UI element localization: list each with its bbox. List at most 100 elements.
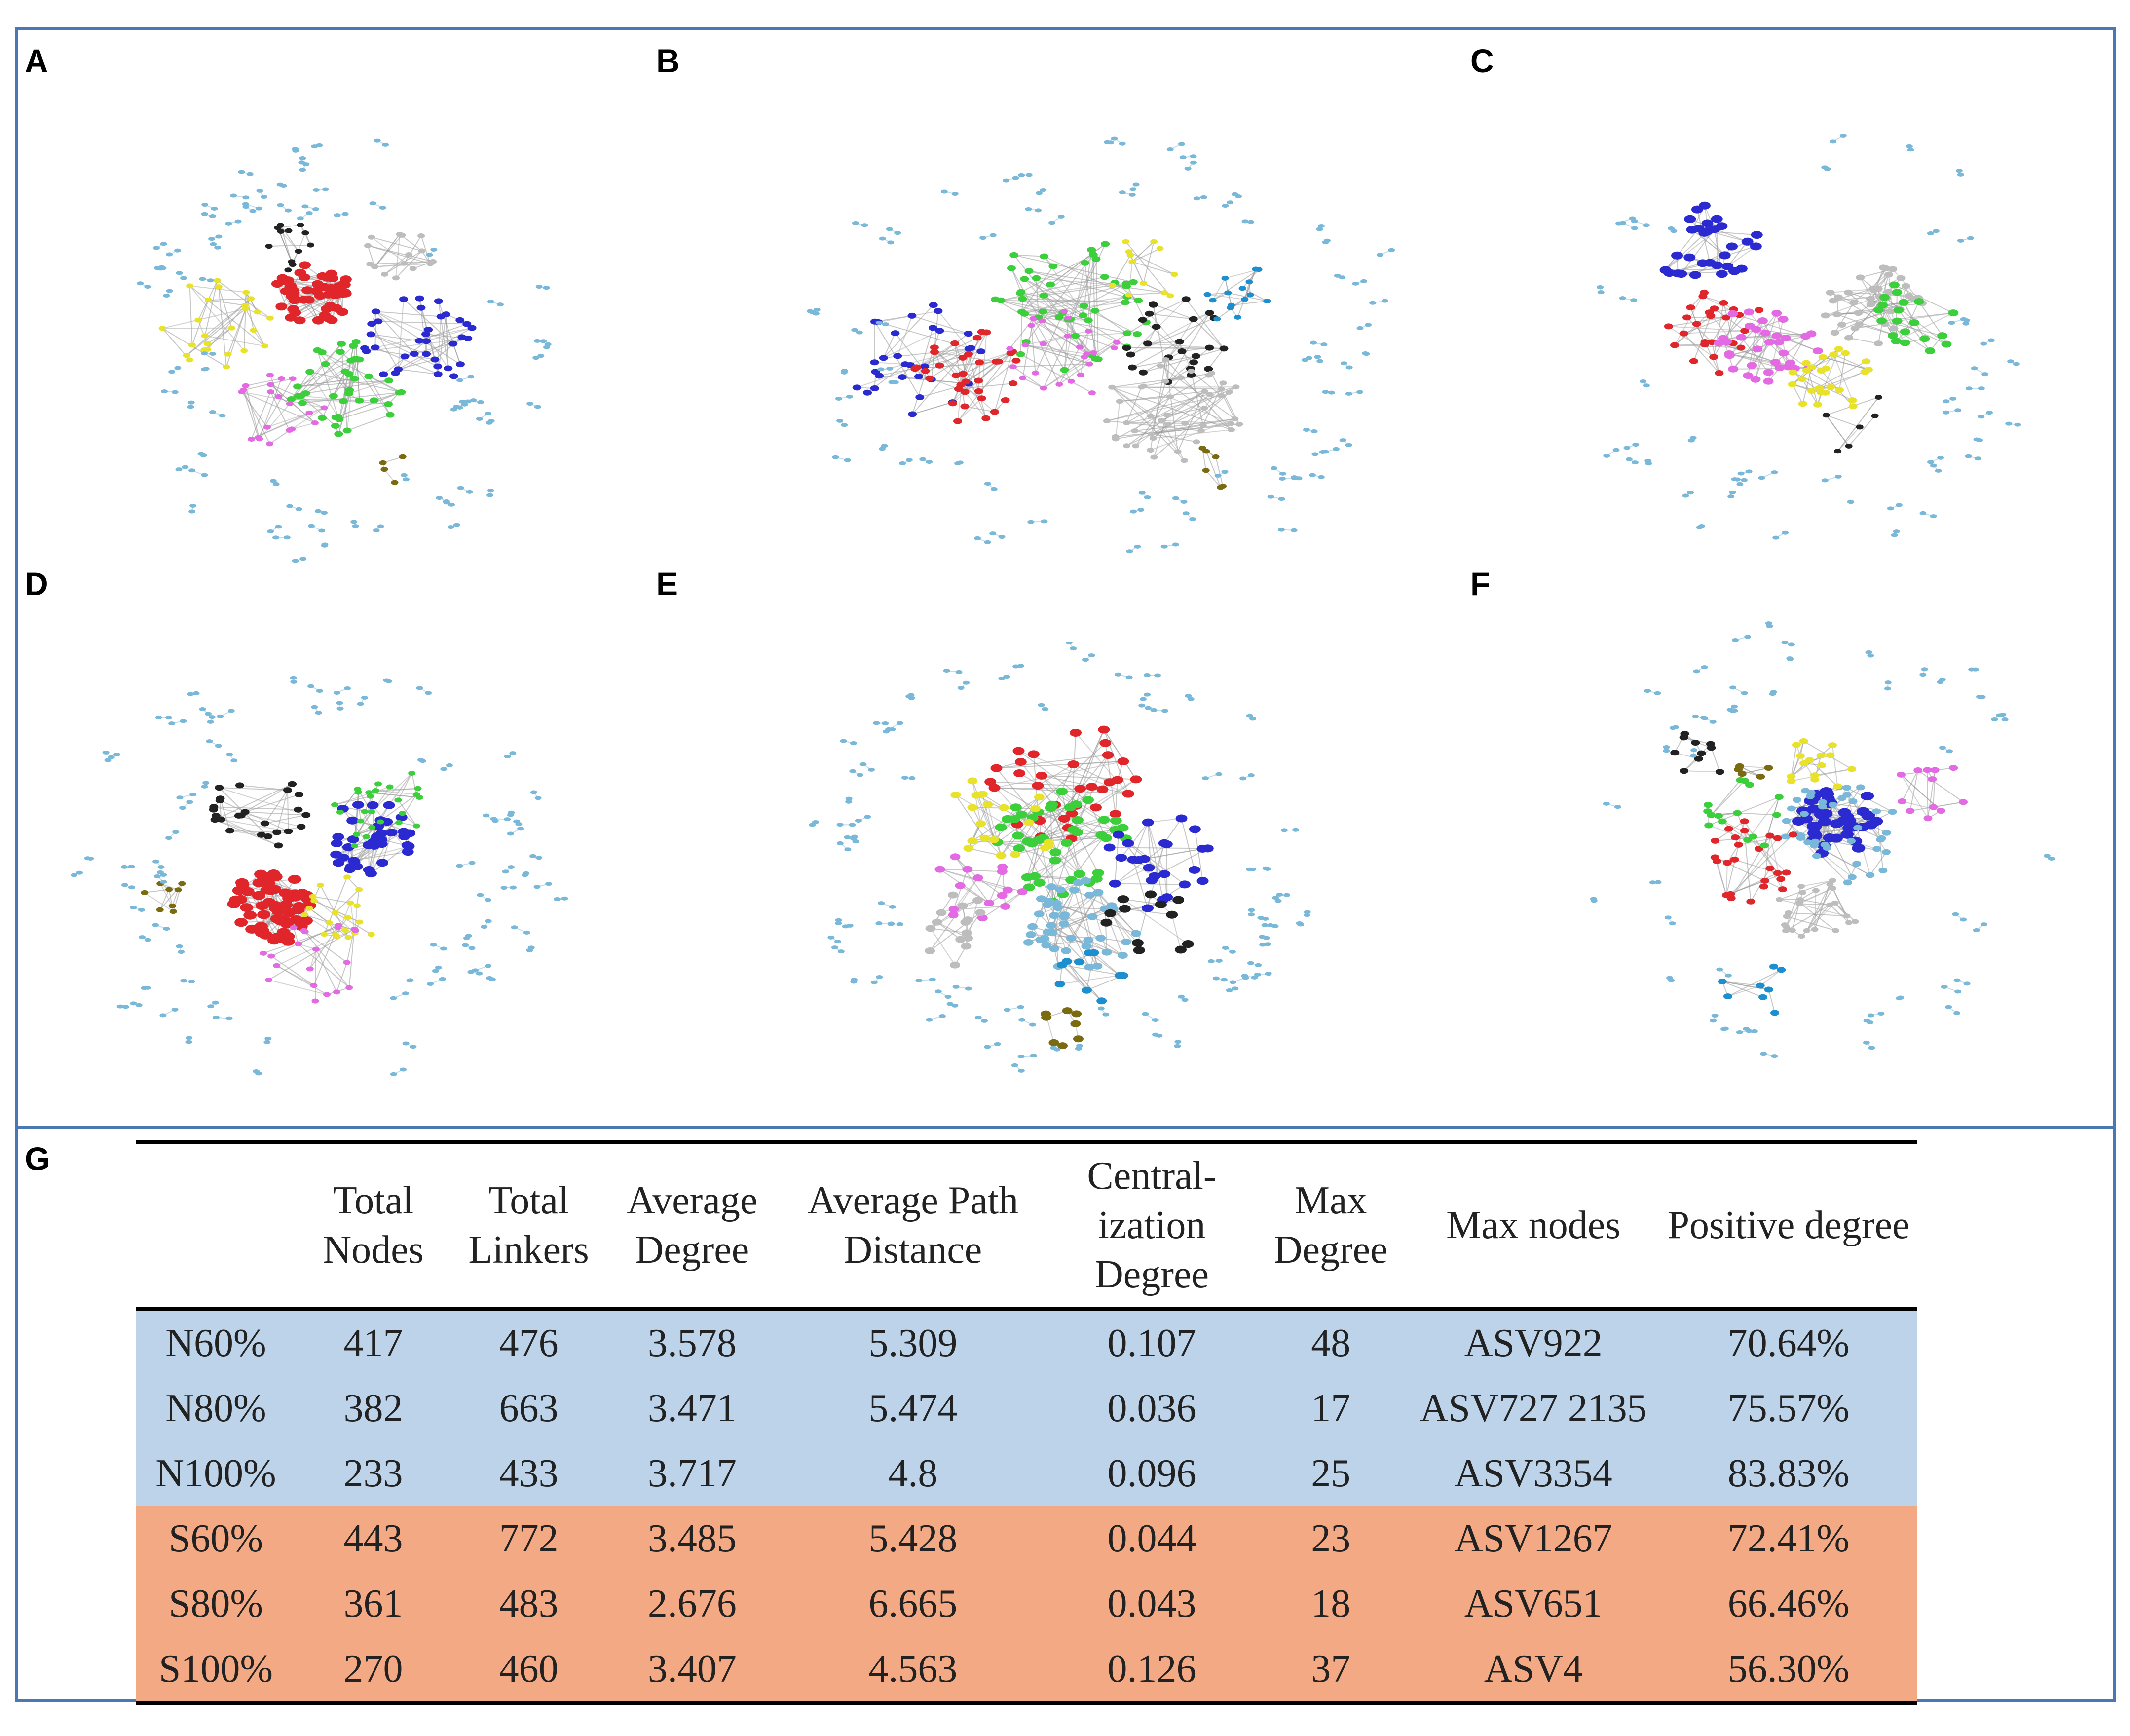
- network-node: [1760, 1052, 1767, 1056]
- network-edge: [1711, 748, 1720, 772]
- network-node: [449, 373, 458, 379]
- network-node: [1070, 728, 1082, 737]
- network-node: [1322, 450, 1329, 454]
- network-node: [1073, 870, 1085, 878]
- network-edge: [1814, 884, 1831, 930]
- network-edge: [936, 921, 969, 939]
- network-node: [1229, 980, 1236, 984]
- network-node: [1084, 963, 1095, 971]
- figure-frame: [15, 27, 2116, 1702]
- network-node: [311, 420, 319, 425]
- table-header: Max nodes: [1446, 1204, 1621, 1247]
- network-node: [1965, 454, 1972, 458]
- network-graph-f: [1590, 621, 2055, 1058]
- network-edge: [883, 333, 896, 358]
- network-node: [1117, 952, 1128, 959]
- network-node: [1144, 692, 1151, 697]
- network-node: [1945, 1005, 1952, 1009]
- network-node: [155, 715, 162, 719]
- network-edge: [1121, 857, 1155, 877]
- network-node: [1172, 896, 1185, 904]
- network-node: [1865, 650, 1872, 654]
- network-node: [1959, 799, 1968, 805]
- network-node: [356, 919, 364, 925]
- network-node: [263, 424, 271, 430]
- network-edge: [1061, 791, 1105, 821]
- network-edge: [981, 332, 987, 399]
- network-edge: [964, 391, 987, 419]
- network-node: [383, 801, 395, 809]
- network-node: [1027, 323, 1035, 328]
- network-edge: [1747, 796, 1780, 840]
- network-edge: [1692, 229, 1725, 256]
- network-node: [1045, 804, 1057, 812]
- network-node: [846, 923, 854, 928]
- network-node: [1752, 345, 1763, 353]
- network-node: [1707, 812, 1716, 818]
- network-node: [252, 878, 266, 888]
- network-node: [1771, 1054, 1778, 1058]
- network-node: [921, 368, 930, 374]
- network-node: [1232, 986, 1239, 991]
- network-node: [1939, 678, 1946, 682]
- network-node: [1132, 443, 1140, 449]
- network-node: [1147, 414, 1155, 419]
- network-node: [1098, 816, 1110, 824]
- network-node: [1113, 340, 1121, 345]
- table-cell: 0.096: [1107, 1451, 1196, 1495]
- network-edge: [1153, 304, 1157, 327]
- network-edge: [1732, 313, 1806, 337]
- network-node: [984, 482, 991, 486]
- network-node: [1056, 788, 1068, 796]
- network-node: [418, 248, 426, 254]
- network-node: [365, 869, 377, 878]
- network-node: [1188, 866, 1200, 874]
- network-node: [185, 1040, 192, 1044]
- network-node: [444, 365, 453, 372]
- network-node: [1736, 482, 1744, 486]
- network-node: [951, 1003, 959, 1008]
- network-edge: [197, 320, 208, 344]
- network-node: [1263, 936, 1270, 940]
- network-node: [1073, 1035, 1084, 1043]
- network-node: [1140, 383, 1148, 389]
- network-edge: [953, 877, 978, 910]
- network-node: [1764, 986, 1773, 993]
- network-node: [1830, 139, 1837, 144]
- network-edge: [1107, 386, 1236, 422]
- network-node: [534, 796, 542, 800]
- network-node: [1310, 429, 1318, 433]
- network-node: [897, 922, 904, 926]
- network-node: [1108, 384, 1116, 390]
- network-node: [1133, 331, 1142, 337]
- network-node: [1199, 422, 1207, 428]
- network-edge: [1031, 325, 1036, 373]
- network-node: [138, 907, 145, 912]
- network-node: [1867, 653, 1874, 658]
- network-node: [1897, 798, 1906, 804]
- network-node: [859, 762, 867, 766]
- network-node: [487, 300, 494, 304]
- network-node: [161, 389, 168, 394]
- network-node: [1612, 448, 1620, 452]
- network-node: [1744, 322, 1755, 330]
- network-node: [1954, 989, 1962, 994]
- network-node: [1845, 443, 1853, 449]
- network-node: [955, 882, 966, 889]
- table-cell: 66.46%: [1727, 1582, 1850, 1625]
- network-edge: [309, 371, 402, 393]
- network-node: [1119, 190, 1126, 195]
- network-node: [1087, 913, 1098, 920]
- network-node: [972, 335, 982, 341]
- network-edge: [1755, 313, 1777, 380]
- network-node: [187, 405, 194, 409]
- network-node: [1323, 238, 1331, 243]
- network-node: [1222, 204, 1229, 208]
- network-node: [1929, 804, 1938, 810]
- network-edge: [368, 245, 433, 262]
- network-graph-a: [137, 138, 552, 563]
- network-node: [1003, 178, 1010, 183]
- network-node: [1109, 283, 1117, 288]
- network-edge: [1208, 348, 1225, 370]
- network-node: [849, 823, 856, 827]
